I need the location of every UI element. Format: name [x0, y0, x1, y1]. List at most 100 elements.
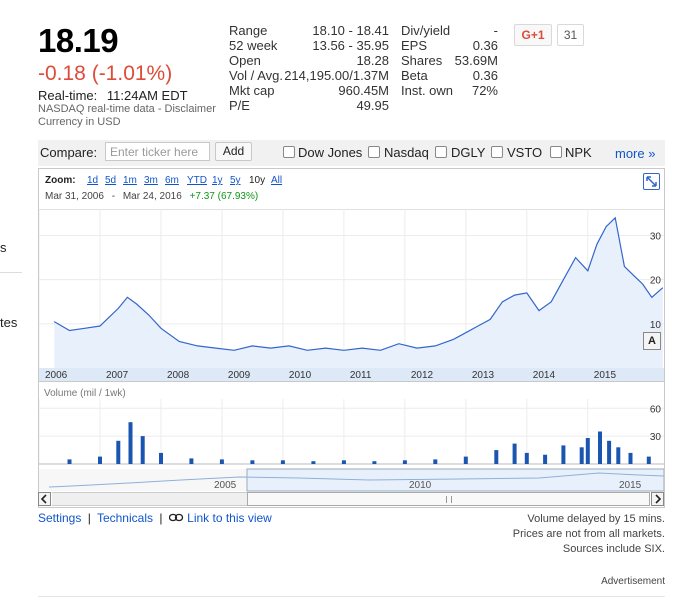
stat-pe: P/E 49.95: [229, 98, 389, 113]
stat-value: 18.10 - 18.41: [312, 23, 389, 38]
stat-value: 960.45M: [338, 83, 389, 98]
stat-value: -: [493, 23, 498, 38]
x-tick-label: 2014: [533, 370, 556, 381]
technicals-link[interactable]: Technicals: [96, 511, 153, 525]
volume-bar: [628, 452, 633, 464]
compare-label-dow-jones[interactable]: Dow Jones: [298, 145, 363, 160]
gplus-button[interactable]: G+1: [514, 24, 552, 46]
scroll-left-button[interactable]: [38, 492, 51, 506]
separator: |: [159, 511, 163, 525]
x-tick-label: 2012: [411, 370, 434, 381]
stats-right: Div/yield - EPS 0.36 Shares 53.69M Beta …: [401, 23, 498, 103]
scroll-right-button[interactable]: [651, 492, 664, 506]
zoom-5d[interactable]: 5d: [105, 175, 117, 186]
stat-label: EPS: [401, 38, 428, 53]
stat-label: 52 week: [229, 38, 278, 53]
stats-left: Range 18.10 - 18.41 52 week 13.56 - 35.9…: [229, 23, 389, 118]
volume-bar: [372, 461, 377, 464]
volume-bar: [524, 452, 529, 464]
compare-label-npk[interactable]: NPK: [565, 145, 592, 160]
x-tick-label: 2009: [228, 370, 251, 381]
zoom-6m[interactable]: 6m: [165, 175, 179, 186]
compare-label: Compare:: [40, 145, 98, 160]
realtime-time: 11:24AM EDT: [106, 88, 188, 103]
expand-icon[interactable]: [643, 173, 660, 190]
price-x-axis: 2006 2007 2008 2009 2010 2011 2012 2013 2014 2015: [45, 370, 616, 381]
chevron-left-icon: [40, 494, 47, 504]
settings-link[interactable]: Settings: [38, 511, 82, 525]
stat-volume: Vol / Avg. 214,195.00/1.37M: [229, 68, 389, 83]
annotation-flag-icon[interactable]: A: [643, 332, 661, 350]
advertisement-label: Advertisement: [601, 576, 665, 587]
stat-value: 53.69M: [454, 53, 498, 68]
compare-checkbox-npk[interactable]: [550, 146, 562, 158]
stat-label: Range: [229, 23, 268, 38]
volume-bar: [598, 431, 602, 464]
chart-grid: [39, 209, 664, 368]
gplus-count: 31: [557, 24, 584, 46]
volume-y-axis: 30 60: [650, 404, 662, 443]
stat-value: 0.36: [472, 38, 498, 53]
range-change: +7.37 (67.93%): [189, 191, 259, 202]
stat-label: Vol / Avg.: [229, 68, 283, 83]
volume-bar: [140, 436, 145, 464]
volume-bar: [311, 461, 316, 464]
navigator-year-label: 2010: [409, 480, 432, 491]
stat-value: 72%: [471, 83, 498, 98]
scrollbar-thumb[interactable]: [247, 492, 650, 506]
stat-eps: EPS 0.36: [401, 38, 498, 53]
compare-checkbox-dgly[interactable]: [435, 146, 447, 158]
vol-y-tick-label: 60: [650, 404, 662, 415]
zoom-1m[interactable]: 1m: [123, 175, 137, 186]
volume-bar: [463, 456, 468, 464]
zoom-1d[interactable]: 1d: [87, 175, 99, 186]
left-fragment-2: tes: [0, 315, 18, 330]
chart-panel: Zoom: 1d 5d 1m 3m 6m YTD 1y 5y 10y All M…: [38, 168, 665, 508]
zoom-row: Zoom: 1d 5d 1m 3m 6m YTD 1y 5y 10y All: [45, 175, 345, 189]
source-note[interactable]: NASDAQ real-time data - Disclaimer: [38, 103, 216, 115]
volume-bar: [402, 460, 407, 464]
plot-top-line: [39, 209, 664, 210]
compare-bar: Compare: Add Dow Jones Nasdaq DGLY VSTO …: [38, 140, 665, 166]
x-tick-label: 2007: [106, 370, 129, 381]
left-divider: [0, 272, 22, 273]
compare-checkbox-nasdaq[interactable]: [368, 146, 380, 158]
zoom-ytd[interactable]: YTD: [187, 175, 207, 186]
realtime-label: Real-time:: [38, 88, 98, 103]
zoom-1y[interactable]: 1y: [212, 175, 223, 186]
volume-bar: [607, 440, 612, 464]
zoom-3m[interactable]: 3m: [144, 175, 158, 186]
zoom-all[interactable]: All: [271, 175, 283, 186]
left-fragment-1: s: [0, 240, 7, 255]
volume-bar: [512, 443, 517, 464]
compare-label-vsto[interactable]: VSTO: [507, 145, 543, 160]
volume-bar: [116, 440, 121, 464]
ticker-input[interactable]: [105, 142, 210, 161]
compare-checkbox-vsto[interactable]: [491, 146, 503, 158]
footnote-markets: Prices are not from all markets.: [512, 528, 665, 540]
volume-bar: [433, 459, 438, 464]
zoom-5y[interactable]: 5y: [230, 175, 241, 186]
stat-label: P/E: [229, 98, 250, 113]
x-tick-label: 2006: [45, 370, 68, 381]
chain-link-icon[interactable]: [168, 513, 184, 522]
more-link[interactable]: more »: [615, 146, 656, 161]
stat-value: 18.28: [356, 53, 389, 68]
compare-label-dgly[interactable]: DGLY: [451, 145, 486, 160]
range-start: Mar 31, 2006: [45, 191, 104, 202]
stat-open: Open 18.28: [229, 53, 389, 68]
compare-label-nasdaq[interactable]: Nasdaq: [384, 145, 429, 160]
currency-note: Currency in USD: [38, 116, 121, 128]
link-to-view[interactable]: Link to this view: [187, 511, 272, 525]
compare-checkbox-dow-jones[interactable]: [283, 146, 295, 158]
zoom-10y[interactable]: 10y: [249, 175, 266, 186]
stat-label: Div/yield: [401, 23, 451, 38]
x-tick-label: 2011: [350, 370, 372, 381]
add-button[interactable]: Add: [215, 142, 252, 161]
vol-y-tick-label: 30: [650, 432, 662, 443]
volume-bar: [250, 460, 255, 464]
volume-label: Volume (mil / 1wk): [44, 388, 126, 399]
y-tick-label: 30: [650, 232, 662, 243]
range-end: Mar 24, 2016: [122, 191, 182, 202]
